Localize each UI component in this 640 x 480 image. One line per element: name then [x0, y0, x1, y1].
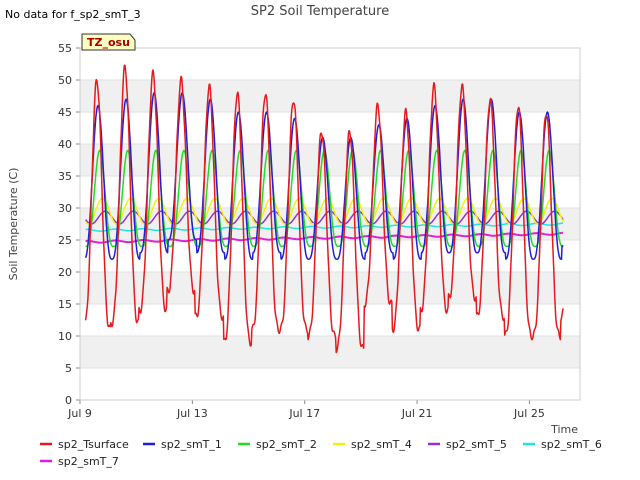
y-tick-label: 10 — [58, 330, 72, 343]
timezone-badge: TZ_osu — [81, 33, 136, 51]
no-data-note: No data for f_sp2_smT_3 — [5, 8, 141, 21]
series-lines — [84, 64, 564, 354]
y-tick-label: 0 — [65, 394, 72, 407]
y-tick-label: 35 — [58, 170, 72, 183]
y-tick-label: 5 — [65, 362, 72, 375]
legend-label: sp2_smT_6 — [541, 438, 602, 451]
plot-frame — [79, 47, 581, 401]
timezone-badge-label: TZ_osu — [87, 36, 130, 49]
legend-item-sp2_Tsurface: sp2_Tsurface — [40, 438, 129, 451]
y-tick-label: 25 — [58, 234, 72, 247]
legend-label: sp2_smT_2 — [256, 438, 317, 451]
chart-title: SP2 Soil Temperature — [251, 4, 389, 19]
grid-band — [80, 80, 580, 112]
x-tick-label: Jul 13 — [176, 407, 208, 420]
y-tick-label: 40 — [58, 138, 72, 151]
x-axis-label: Time — [550, 423, 578, 436]
legend-item-sp2_smT_7: sp2_smT_7 — [40, 455, 119, 468]
legend-item-sp2_smT_6: sp2_smT_6 — [523, 438, 602, 451]
legend: sp2_Tsurface sp2_smT_1 sp2_smT_2 sp2_smT_4 s… — [40, 438, 602, 468]
y-tick-label: 15 — [58, 298, 72, 311]
legend-label: sp2_Tsurface — [58, 438, 129, 451]
x-tick-label: Jul 25 — [513, 407, 545, 420]
legend-item-sp2_smT_5: sp2_smT_5 — [428, 438, 507, 451]
legend-item-sp2_smT_4: sp2_smT_4 — [333, 438, 412, 451]
legend-label: sp2_smT_7 — [58, 455, 119, 468]
x-tick-label: Jul 17 — [288, 407, 320, 420]
legend-item-sp2_smT_1: sp2_smT_1 — [143, 438, 222, 451]
y-tick-label: 30 — [58, 202, 72, 215]
x-tick-label: Jul 9 — [67, 407, 92, 420]
y-axis-label: Soil Temperature (C) — [7, 168, 20, 281]
y-tick-label: 50 — [58, 74, 72, 87]
y-tick-label: 45 — [58, 106, 72, 119]
grid-band — [80, 336, 580, 368]
legend-label: sp2_smT_4 — [351, 438, 412, 451]
timezone-badge-box — [81, 33, 136, 51]
series-line-sp2_smT_1 — [84, 92, 564, 260]
legend-label: sp2_smT_5 — [446, 438, 507, 451]
y-tick-label: 20 — [58, 266, 72, 279]
legend-item-sp2_smT_2: sp2_smT_2 — [238, 438, 317, 451]
x-axis-ticks: Jul 9 Jul 13 Jul 17 Jul 21 Jul 25 — [67, 400, 545, 420]
series-line-sp2_Tsurface — [84, 64, 564, 354]
grid-band — [80, 144, 580, 176]
y-tick-label: 55 — [58, 42, 72, 55]
x-tick-label: Jul 21 — [401, 407, 433, 420]
legend-label: sp2_smT_1 — [161, 438, 222, 451]
